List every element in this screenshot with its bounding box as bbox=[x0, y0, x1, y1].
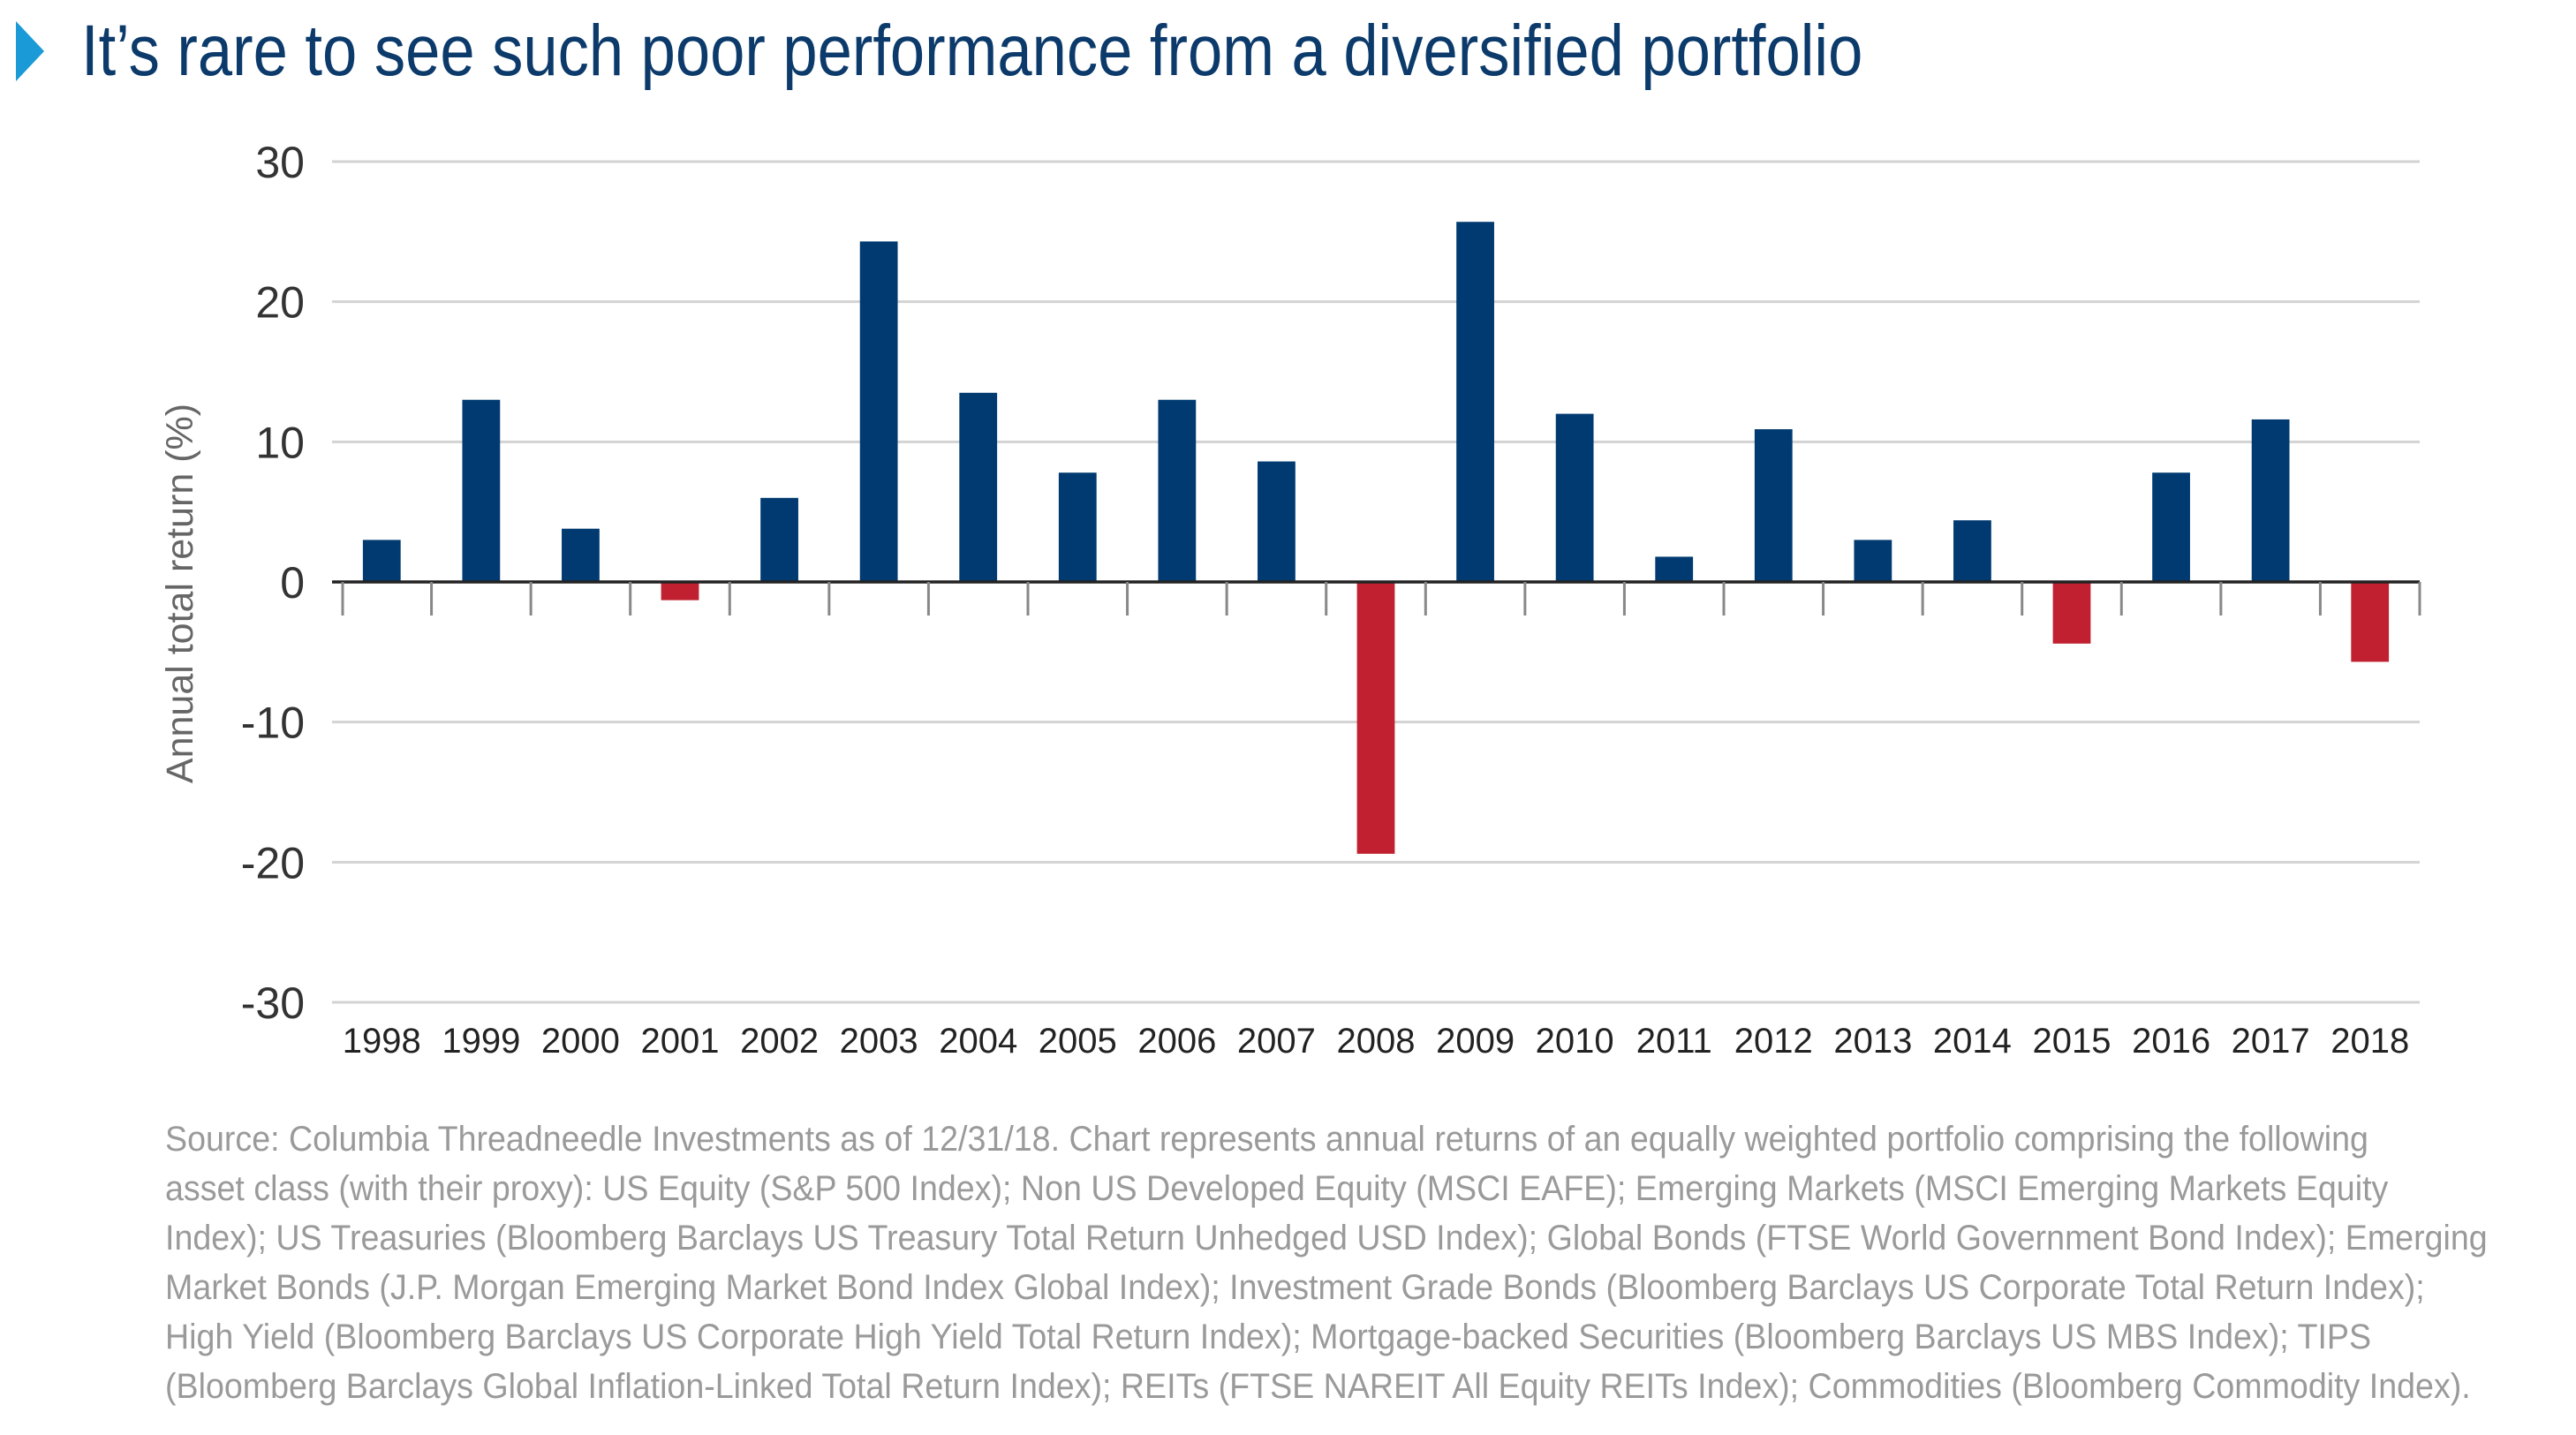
bar-2018 bbox=[2351, 582, 2390, 662]
bar-1999 bbox=[462, 399, 501, 582]
bar-2005 bbox=[1058, 472, 1097, 582]
bar-1998 bbox=[362, 540, 401, 582]
x-tick-label: 2003 bbox=[840, 1022, 918, 1061]
source-line: Index); US Treasuries (Bloomberg Barclay… bbox=[165, 1219, 2488, 1258]
bar-2000 bbox=[562, 528, 600, 582]
y-tick-label: -10 bbox=[241, 699, 305, 748]
bar-2006 bbox=[1158, 399, 1197, 582]
x-tick-label: 2017 bbox=[2232, 1022, 2310, 1061]
source-line: (Bloomberg Barclays Global Inflation-Lin… bbox=[165, 1367, 2471, 1406]
chart-title-block: It’s rare to see such poor performance f… bbox=[16, 5, 2559, 102]
bar-2014 bbox=[1953, 520, 1991, 582]
y-axis-tick-labels: 30 20 10 0 -10 -20 -30 bbox=[241, 138, 305, 1028]
x-axis-tick-labels: 1998 1999 2000 2001 2002 2003 2004 2005 2006 2007… bbox=[343, 1022, 2409, 1061]
bar-2012 bbox=[1754, 429, 1793, 582]
y-tick-label: 0 bbox=[280, 558, 305, 608]
source-note: Source: Columbia Threadneedle Investment… bbox=[165, 1114, 2514, 1411]
x-tick-label: 2012 bbox=[1734, 1022, 1813, 1061]
bar-2017 bbox=[2251, 419, 2290, 582]
source-line: Source: Columbia Threadneedle Investment… bbox=[165, 1120, 2368, 1159]
x-tick-label: 2001 bbox=[641, 1022, 720, 1061]
x-tick-label: 1998 bbox=[343, 1022, 421, 1061]
y-axis-label: Annual total return (%) bbox=[159, 404, 201, 783]
source-line: asset class (with their proxy): US Equit… bbox=[165, 1169, 2389, 1208]
x-tick-label: 1999 bbox=[442, 1022, 520, 1061]
bar-2015 bbox=[2052, 582, 2091, 644]
x-tick-label: 2008 bbox=[1337, 1022, 1416, 1061]
bar-2010 bbox=[1555, 413, 1594, 582]
bar-2013 bbox=[1854, 540, 1892, 582]
bar-2007 bbox=[1258, 461, 1296, 582]
x-tick-label: 2006 bbox=[1137, 1022, 1216, 1061]
x-tick-label: 2009 bbox=[1436, 1022, 1515, 1061]
bars bbox=[362, 222, 2390, 854]
bar-2009 bbox=[1456, 222, 1494, 582]
chart-title: It’s rare to see such poor performance f… bbox=[81, 11, 1863, 91]
y-tick-label: -20 bbox=[241, 838, 305, 887]
x-tick-label: 2015 bbox=[2033, 1022, 2111, 1061]
bar-2001 bbox=[661, 582, 699, 600]
grid-lines bbox=[332, 160, 2420, 1004]
x-tick-label: 2016 bbox=[2132, 1022, 2210, 1061]
y-tick-label: 10 bbox=[255, 418, 305, 467]
x-tick-label: 2018 bbox=[2330, 1022, 2409, 1061]
triangle-right-icon bbox=[16, 21, 44, 81]
x-tick-label: 2014 bbox=[1933, 1022, 2012, 1061]
x-tick-label: 2010 bbox=[1536, 1022, 1614, 1061]
y-tick-label: 20 bbox=[255, 278, 305, 328]
bar-2008 bbox=[1356, 582, 1395, 854]
x-tick-label: 2000 bbox=[541, 1022, 620, 1061]
x-tick-label: 2002 bbox=[740, 1022, 819, 1061]
x-tick-label: 2011 bbox=[1636, 1022, 1712, 1061]
x-tick-label: 2007 bbox=[1237, 1022, 1316, 1061]
source-line: Market Bonds (J.P. Morgan Emerging Marke… bbox=[165, 1268, 2425, 1307]
x-tick-label: 2004 bbox=[939, 1022, 1017, 1061]
bar-2011 bbox=[1655, 556, 1694, 582]
source-line: High Yield (Bloomberg Barclays US Corpor… bbox=[165, 1318, 2372, 1356]
bar-2002 bbox=[760, 497, 798, 582]
y-tick-label: -30 bbox=[241, 978, 305, 1028]
bar-2004 bbox=[959, 392, 998, 582]
x-tick-label: 2005 bbox=[1039, 1022, 1117, 1061]
zero-axis bbox=[332, 580, 2421, 616]
x-tick-label: 2013 bbox=[1833, 1022, 1912, 1061]
bar-2003 bbox=[859, 241, 898, 582]
y-tick-label: 30 bbox=[255, 138, 305, 187]
bar-2016 bbox=[2152, 472, 2190, 582]
